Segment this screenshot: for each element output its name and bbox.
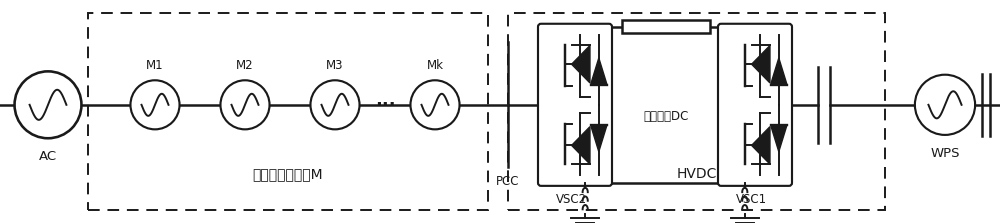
Polygon shape [771, 58, 787, 85]
Polygon shape [572, 127, 590, 164]
Polygon shape [591, 58, 607, 85]
Circle shape [410, 80, 460, 129]
Text: ···: ··· [375, 96, 395, 114]
Polygon shape [572, 45, 590, 83]
Text: WPS: WPS [930, 147, 960, 160]
Circle shape [915, 75, 975, 135]
FancyBboxPatch shape [538, 24, 612, 186]
Polygon shape [591, 125, 607, 152]
Text: 谐波电压源模块M: 谐波电压源模块M [253, 167, 323, 181]
Text: 直流线路DC: 直流线路DC [643, 110, 689, 123]
Text: M3: M3 [326, 59, 344, 72]
FancyBboxPatch shape [718, 24, 792, 186]
Polygon shape [771, 125, 787, 152]
Text: HVDC: HVDC [676, 167, 717, 181]
Circle shape [130, 80, 180, 129]
Text: M1: M1 [146, 59, 164, 72]
Bar [622, 20, 710, 33]
Polygon shape [752, 127, 770, 164]
Circle shape [15, 71, 81, 138]
Text: VSC1: VSC1 [736, 193, 767, 206]
Text: Mk: Mk [426, 59, 444, 72]
Polygon shape [752, 45, 770, 83]
Circle shape [220, 80, 270, 129]
Text: VSC2: VSC2 [556, 193, 587, 206]
Text: M2: M2 [236, 59, 254, 72]
Text: AC: AC [39, 150, 57, 163]
Text: PCC: PCC [496, 175, 520, 188]
Circle shape [310, 80, 360, 129]
